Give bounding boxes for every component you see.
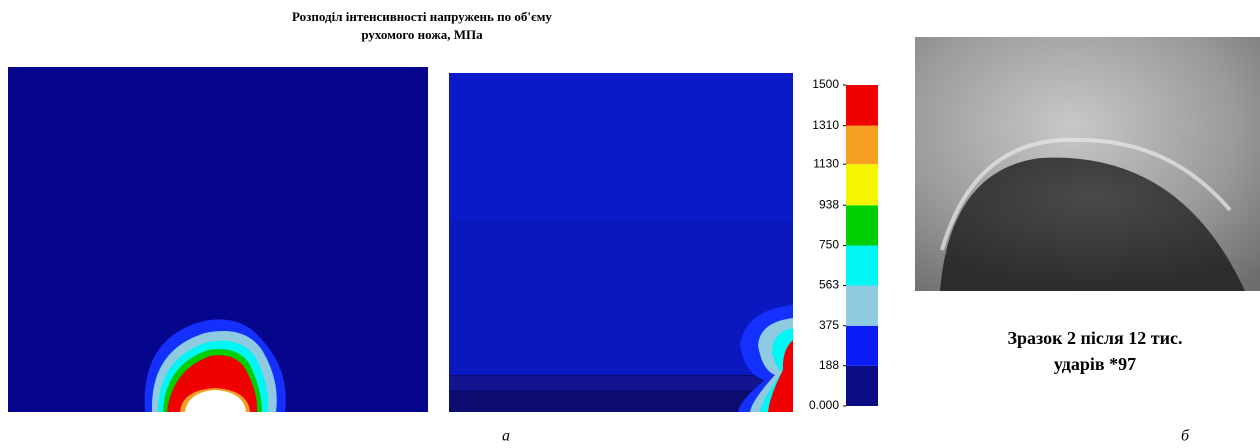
color-band: [846, 85, 878, 126]
stress-map-left: [8, 67, 428, 412]
title-line: Розподіл інтенсивності напружень по об'є…: [292, 9, 552, 24]
tick-label: 0.000: [809, 398, 839, 412]
tick-label: 375: [819, 318, 839, 332]
title-line: рухомого ножа, МПа: [361, 27, 483, 42]
tick-label: 1310: [812, 118, 839, 132]
color-band: [846, 126, 878, 165]
photo: [915, 37, 1260, 291]
panel-label: б: [1181, 428, 1190, 445]
tick-label: 563: [819, 278, 839, 292]
tick-label: 188: [819, 358, 839, 372]
color-band: [846, 205, 878, 245]
tick-label: 1130: [813, 156, 839, 170]
caption-line: Зразок 2 після 12 тис.: [1008, 328, 1183, 348]
color-band: [846, 246, 878, 286]
caption-line: ударів *97: [1054, 354, 1136, 374]
colorbar: 0.000 188 375 563 750 938 1130 1310 1500: [809, 77, 878, 412]
color-band: [846, 286, 878, 326]
color-band: [846, 164, 878, 205]
tick-label: 1500: [812, 77, 839, 91]
stress-map-right: [449, 73, 793, 412]
tick-label: 938: [819, 197, 839, 211]
panel-label: а: [502, 428, 510, 445]
color-band: [846, 326, 878, 366]
color-band: [846, 366, 878, 406]
tick-label: 750: [819, 238, 839, 252]
figure: Розподіл інтенсивності напружень по об'є…: [0, 0, 1260, 448]
